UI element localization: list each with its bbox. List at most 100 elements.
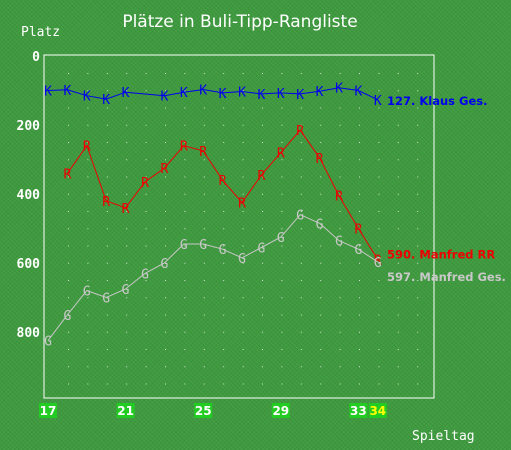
grid-dot bbox=[300, 107, 302, 109]
grid-dot bbox=[417, 107, 419, 109]
grid-dot bbox=[262, 228, 263, 230]
grid-dot bbox=[145, 314, 147, 316]
grid-dot bbox=[165, 211, 166, 212]
grid-dot bbox=[397, 297, 399, 299]
grid-dot bbox=[203, 262, 205, 264]
data-point-marker: G bbox=[122, 283, 130, 298]
grid-dot bbox=[242, 383, 244, 385]
data-point-marker: R bbox=[83, 140, 91, 155]
grid-dot bbox=[262, 383, 263, 385]
grid-dot bbox=[68, 73, 69, 74]
grid-dot bbox=[184, 245, 186, 247]
grid-dot bbox=[68, 331, 69, 333]
grid-dot bbox=[126, 90, 128, 92]
grid-dot bbox=[184, 297, 186, 299]
grid-dot bbox=[145, 331, 147, 333]
grid-dot bbox=[359, 107, 360, 109]
grid-dot bbox=[242, 211, 244, 212]
grid-dot bbox=[320, 383, 322, 385]
grid-dot bbox=[242, 331, 244, 333]
grid-dot bbox=[262, 331, 263, 333]
data-point-marker: K bbox=[102, 93, 110, 108]
grid-dot bbox=[397, 176, 399, 178]
data-point-marker: R bbox=[122, 202, 130, 217]
grid-dot bbox=[165, 73, 166, 74]
grid-dot bbox=[397, 383, 399, 385]
grid-dot bbox=[242, 107, 244, 109]
grid-dot bbox=[281, 297, 283, 299]
grid-dot bbox=[262, 366, 263, 368]
grid-dot bbox=[242, 193, 244, 195]
grid-dot bbox=[145, 90, 147, 92]
grid-dot bbox=[87, 349, 89, 350]
grid-dot bbox=[417, 90, 419, 92]
grid-dot bbox=[397, 90, 399, 92]
x-tick-box bbox=[39, 403, 57, 418]
grid-dot bbox=[281, 331, 283, 333]
grid-dot bbox=[87, 228, 89, 230]
grid-dot bbox=[262, 176, 263, 178]
grid-dot bbox=[87, 107, 89, 109]
grid-dot bbox=[339, 245, 341, 247]
grid-dot bbox=[378, 262, 380, 264]
data-point-marker: R bbox=[102, 195, 110, 210]
grid-dot bbox=[417, 383, 419, 385]
grid-dot bbox=[68, 193, 69, 195]
grid-dot bbox=[242, 159, 244, 161]
grid-dot bbox=[87, 297, 89, 299]
grid-dot bbox=[223, 366, 225, 368]
grid-dot bbox=[281, 383, 283, 385]
grid-dot bbox=[184, 331, 186, 333]
grid-dot bbox=[87, 211, 89, 212]
y-tick-label: 400 bbox=[17, 188, 41, 203]
grid-dot bbox=[106, 383, 108, 385]
grid-dot bbox=[320, 193, 322, 195]
grid-dot bbox=[359, 245, 360, 247]
grid-dot bbox=[87, 193, 89, 195]
grid-dot bbox=[87, 159, 89, 161]
grid-dot bbox=[300, 124, 302, 126]
grid-dot bbox=[359, 331, 360, 333]
grid-dot bbox=[417, 211, 419, 212]
plot-frame bbox=[43, 54, 435, 399]
grid-dot bbox=[300, 90, 302, 92]
grid-dot bbox=[68, 366, 69, 368]
data-point-marker: G bbox=[199, 238, 207, 253]
grid-dot bbox=[68, 176, 69, 178]
grid-dot bbox=[339, 193, 341, 195]
data-point-marker: K bbox=[257, 88, 265, 103]
grid-dot bbox=[320, 297, 322, 299]
grid-dot bbox=[300, 211, 302, 212]
grid-dot bbox=[378, 366, 380, 368]
series-end-label: 127. Klaus Ges. bbox=[387, 94, 487, 108]
data-point-marker: R bbox=[277, 147, 285, 162]
grid-dot bbox=[87, 331, 89, 333]
grid-dot bbox=[417, 159, 419, 161]
data-point-marker: R bbox=[316, 152, 324, 167]
grid-dot bbox=[378, 211, 380, 212]
grid-dot bbox=[378, 280, 380, 281]
grid-dot bbox=[397, 73, 399, 74]
grid-dot bbox=[262, 142, 263, 143]
grid-dot bbox=[223, 124, 225, 126]
grid-dot bbox=[145, 297, 147, 299]
grid-dot bbox=[320, 366, 322, 368]
grid-dot bbox=[145, 73, 147, 74]
y-axis-label: Platz bbox=[21, 25, 60, 40]
grid-dot bbox=[223, 245, 225, 247]
grid-dot bbox=[320, 107, 322, 109]
grid-dot bbox=[106, 314, 108, 316]
data-point-marker: K bbox=[160, 90, 168, 105]
grid-dot bbox=[184, 193, 186, 195]
grid-dot bbox=[397, 331, 399, 333]
grid-dot bbox=[165, 280, 166, 281]
grid-dot bbox=[281, 107, 283, 109]
grid-dot bbox=[145, 159, 147, 161]
grid-dot bbox=[397, 159, 399, 161]
grid-dot bbox=[417, 366, 419, 368]
grid-dot bbox=[417, 142, 419, 143]
grid-dot bbox=[397, 366, 399, 368]
data-point-marker: R bbox=[160, 162, 168, 177]
grid-dot bbox=[203, 383, 205, 385]
grid-dot bbox=[281, 142, 283, 143]
